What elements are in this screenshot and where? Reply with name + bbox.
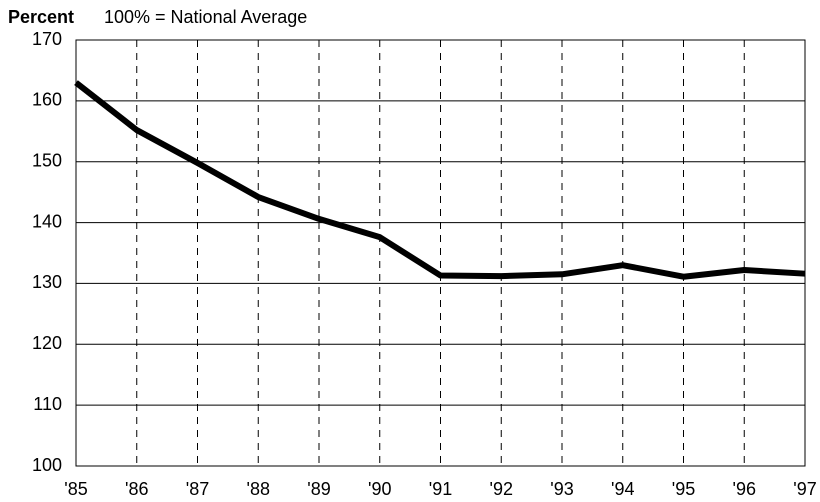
data-line (74, 80, 806, 280)
y-tick-label: 150 (32, 150, 62, 170)
x-tick-label: '96 (733, 479, 756, 499)
y-tick-label: 140 (32, 211, 62, 231)
x-tick-label: '95 (672, 479, 695, 499)
x-tick-label: '94 (611, 479, 634, 499)
x-tick-label: '87 (186, 479, 209, 499)
y-tick-label: 100 (32, 455, 62, 475)
y-tick-label: 130 (32, 272, 62, 292)
y-tick-label: 110 (33, 394, 62, 414)
plot-frame (75, 39, 806, 467)
x-tick-label: '89 (307, 479, 330, 499)
y-tick-label: 170 (32, 29, 62, 49)
x-tick-label: '92 (490, 479, 513, 499)
chart-subtitle: 100% = National Average (104, 7, 307, 27)
x-tick-label: '86 (125, 479, 148, 499)
x-tick-label: '93 (550, 479, 573, 499)
y-axis-label: Percent (8, 7, 74, 27)
x-tick-label: '91 (429, 479, 452, 499)
x-tick-label: '97 (793, 479, 816, 499)
x-tick-label: '90 (368, 479, 391, 499)
x-tick-label: '88 (247, 479, 270, 499)
y-tick-label: 120 (32, 333, 62, 353)
x-tick-label: '85 (64, 479, 87, 499)
y-tick-label: 160 (32, 90, 62, 110)
